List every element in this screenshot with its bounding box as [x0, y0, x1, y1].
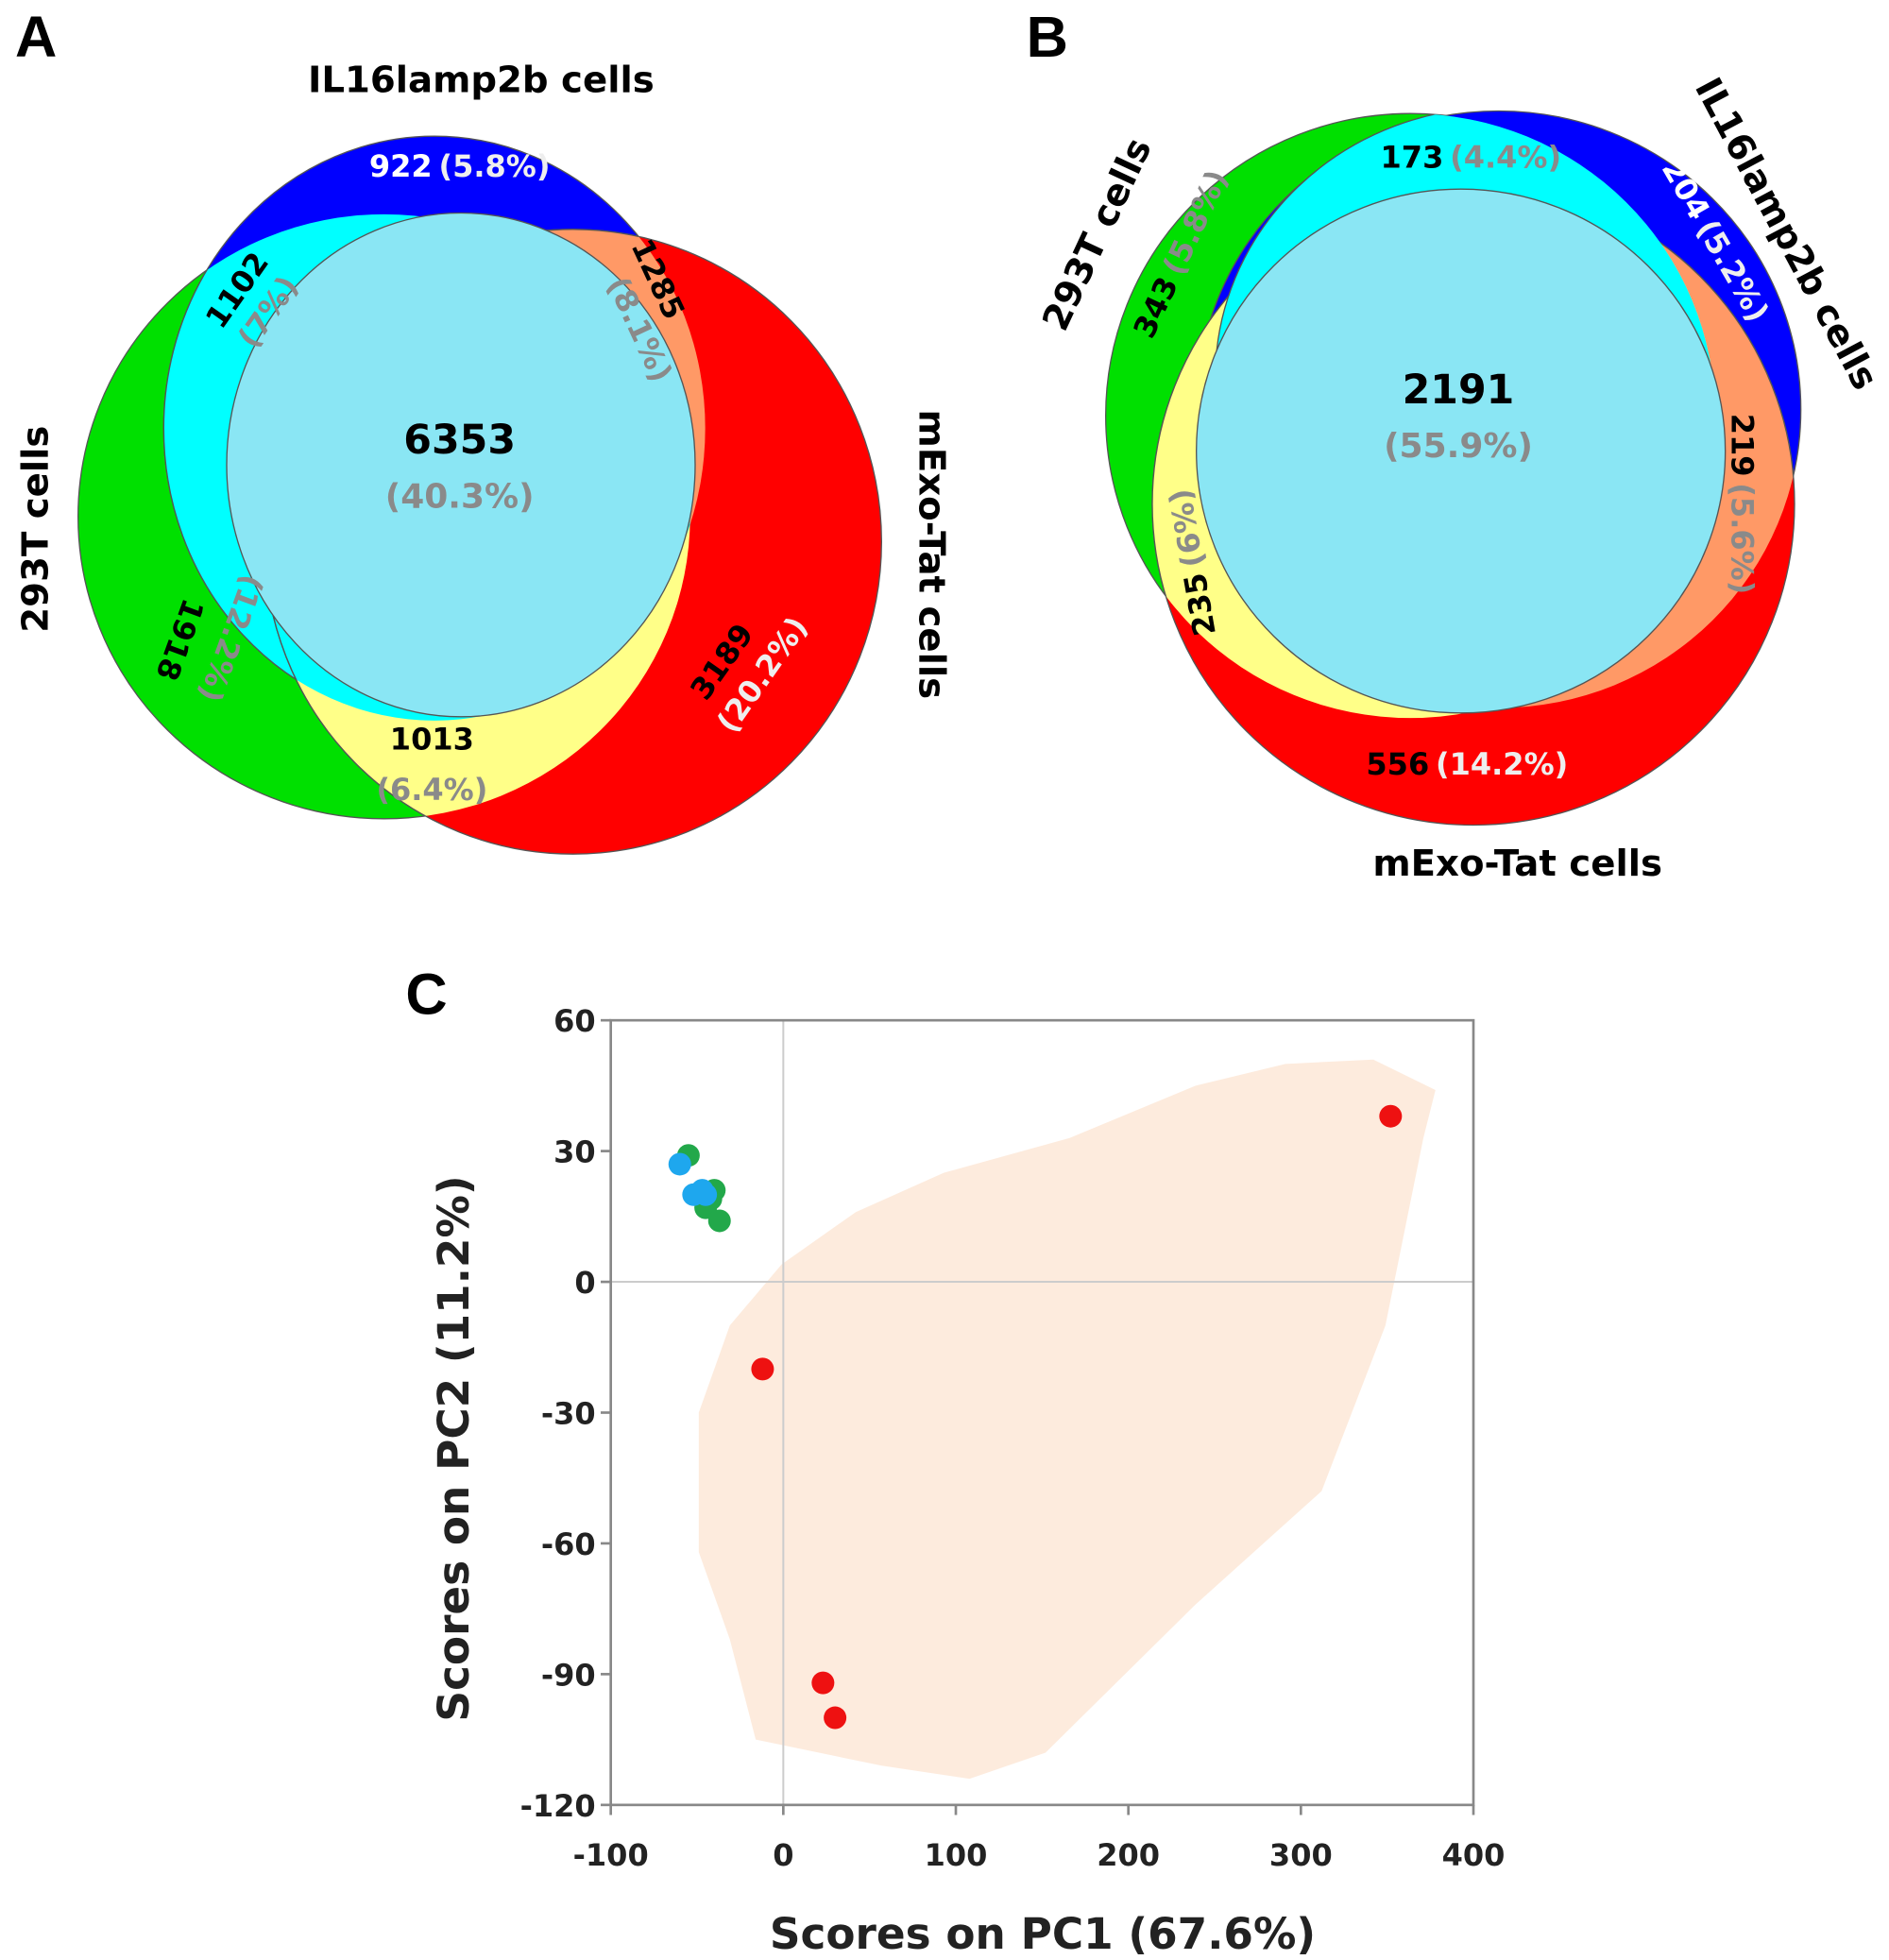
y-tick-label: -60: [541, 1526, 596, 1562]
x-tick-label: 200: [1097, 1837, 1160, 1873]
set-label-293t: 293T cells: [15, 426, 58, 633]
set-label-mexo-tat: mExo-Tat cells: [1372, 843, 1662, 885]
region-label-b-mexo-only: 556 (14.2%): [1366, 746, 1568, 782]
y-tick-label: 0: [574, 1265, 595, 1301]
venn-b: [1105, 110, 1802, 827]
hull-region: [698, 1059, 1436, 1780]
data-point-series-1: [694, 1183, 718, 1206]
region-label-a-all-count: 6353: [403, 417, 516, 464]
region-label-a-all-pct: (40.3%): [385, 478, 535, 517]
y-tick-label: 30: [553, 1134, 596, 1170]
x-tick-label: 300: [1269, 1837, 1333, 1873]
region-label-a-293t-mexo-pct: (6.4%): [376, 772, 487, 808]
venn-a: [77, 135, 882, 855]
region-label-a-293t-mexo-count: 1013: [390, 722, 474, 758]
region-all: [1195, 188, 1727, 714]
y-axis-label: Scores on PC2 (11.2%): [429, 1175, 479, 1721]
data-point-series-2: [824, 1706, 847, 1730]
y-tick-label: -30: [541, 1396, 596, 1432]
data-point-series-2: [811, 1671, 835, 1695]
x-tick-label: 100: [925, 1837, 988, 1873]
x-tick-label: 400: [1442, 1837, 1506, 1873]
set-label-mexo-tat: mExo-Tat cells: [910, 410, 952, 700]
y-tick-label: -120: [520, 1788, 596, 1824]
data-point-series-2: [1379, 1104, 1403, 1128]
data-point-series-0: [707, 1209, 731, 1233]
region-all: [226, 212, 696, 718]
region-label-b-293t-il16: 173 (4.4%): [1381, 140, 1562, 176]
y-tick-label: 60: [553, 1003, 596, 1039]
x-tick-label: -100: [573, 1837, 649, 1873]
x-axis-label: Scores on PC1 (67.6%): [770, 1909, 1316, 1959]
panel-label-b: B: [1027, 4, 1068, 69]
set-label-il16lamp2b: IL16lamp2b cells: [308, 60, 655, 102]
x-tick-label: 0: [773, 1837, 793, 1873]
region-label-b-il16-mexo: 219 (5.6%): [1724, 414, 1760, 595]
panel-label-a: A: [15, 4, 57, 69]
region-label-b-all-pct: (55.9%): [1384, 427, 1533, 466]
region-label-a-il16-only: 922 (5.8%): [369, 148, 551, 184]
data-point-series-2: [751, 1357, 774, 1381]
y-tick-label: -90: [541, 1657, 596, 1693]
panel-label-c: C: [405, 962, 447, 1027]
region-label-b-all-count: 2191: [1403, 366, 1515, 414]
data-point-series-1: [668, 1152, 691, 1176]
